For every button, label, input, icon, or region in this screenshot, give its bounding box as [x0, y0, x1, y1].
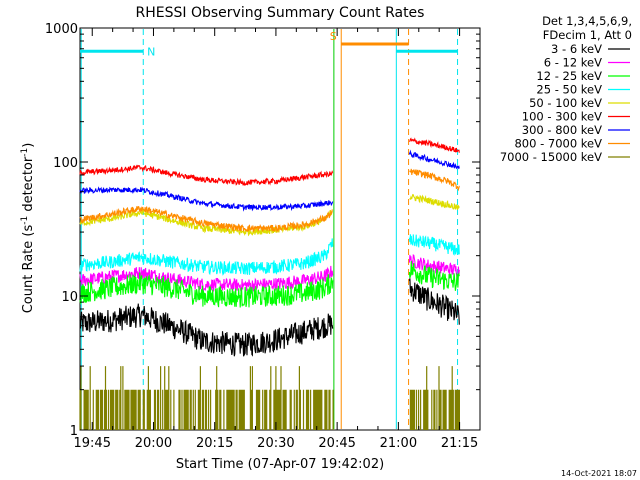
y-axis-label-end: ): [21, 143, 36, 148]
timestamp-stamp: 14-Oct-2021 18:07: [561, 469, 637, 478]
series-2-seg1: [79, 272, 334, 308]
y-tick-label-0: 1000: [45, 22, 78, 37]
x-tick-label-1: 20:00: [135, 436, 172, 451]
series-5-seg1: [79, 164, 334, 186]
legend-label-5: 100 - 300 keV: [522, 110, 602, 124]
series-5-seg2: [409, 137, 460, 153]
legend-label-8: 7000 - 15000 keV: [500, 150, 602, 164]
y-axis-label-mid: detector: [21, 156, 36, 216]
y-axis-label-sup2: -1: [20, 148, 30, 157]
legend-label-6: 300 - 800 keV: [522, 123, 602, 137]
series-0-seg2: [408, 278, 460, 325]
series-2: [79, 261, 460, 308]
chart-title: RHESSI Observing Summary Count Rates: [136, 5, 425, 21]
series-8-seg1-spikes: [79, 366, 334, 430]
series-2-seg2: [408, 261, 460, 291]
legend-label-1: 6 - 12 keV: [544, 56, 602, 70]
y-tick-label-3: 1: [70, 424, 78, 439]
flag-label-N: N: [147, 45, 155, 58]
flag-label-S: S: [330, 30, 337, 43]
x-tick-label-4: 20:45: [318, 436, 355, 451]
legend-header-line-1: Det 1,3,4,5,6,9,: [542, 14, 632, 28]
x-tick-label-6: 21:15: [441, 436, 478, 451]
y-axis-label-sup1: -1: [20, 216, 30, 225]
legend-label-4: 50 - 100 keV: [529, 96, 602, 110]
x-tick-label-0: 19:45: [74, 436, 111, 451]
x-tick-label-2: 20:15: [196, 436, 233, 451]
series-0-seg1: [79, 303, 334, 357]
series-3-seg2: [408, 234, 460, 256]
y-axis-label: Count Rate (s-1 detector-1): [20, 143, 36, 314]
series-0: [79, 278, 460, 357]
series-6: [79, 149, 460, 212]
legend-label-2: 12 - 25 keV: [536, 69, 602, 83]
x-axis-label: Start Time (07-Apr-07 19:42:02): [176, 457, 384, 472]
legend-label-0: 3 - 6 keV: [551, 42, 602, 56]
series-3-seg1: [79, 238, 334, 276]
x-tick-label-5: 21:00: [380, 436, 417, 451]
y-tick-label-2: 10: [61, 290, 78, 305]
x-tick-label-3: 20:30: [257, 436, 294, 451]
series-7-seg2: [409, 168, 460, 192]
plot-area: N S 19:45 20:00 20:15 20:30 20:45 21:00 21:15 100…: [45, 22, 481, 451]
series-3: [79, 234, 460, 276]
legend-header-line-2: FDecim 1, Att 0: [543, 28, 632, 42]
legend-label-3: 25 - 50 keV: [536, 83, 602, 97]
series-4-seg2: [409, 193, 460, 210]
y-tick-label-1: 100: [53, 156, 78, 171]
series-6-seg2: [408, 149, 460, 170]
legend-label-7: 800 - 7000 keV: [514, 137, 602, 151]
series-1-seg2: [408, 254, 460, 278]
series-8: [79, 366, 460, 430]
legend-header: Det 1,3,4,5,6,9, FDecim 1, Att 0: [542, 14, 632, 42]
series-5: [79, 137, 460, 186]
series-7-seg1: [79, 205, 333, 233]
series-6-seg1: [79, 186, 334, 212]
series-7: [79, 168, 460, 233]
series-8-seg2-spikes: [409, 366, 460, 430]
y-axis-label-main: Count Rate (s: [21, 225, 36, 314]
